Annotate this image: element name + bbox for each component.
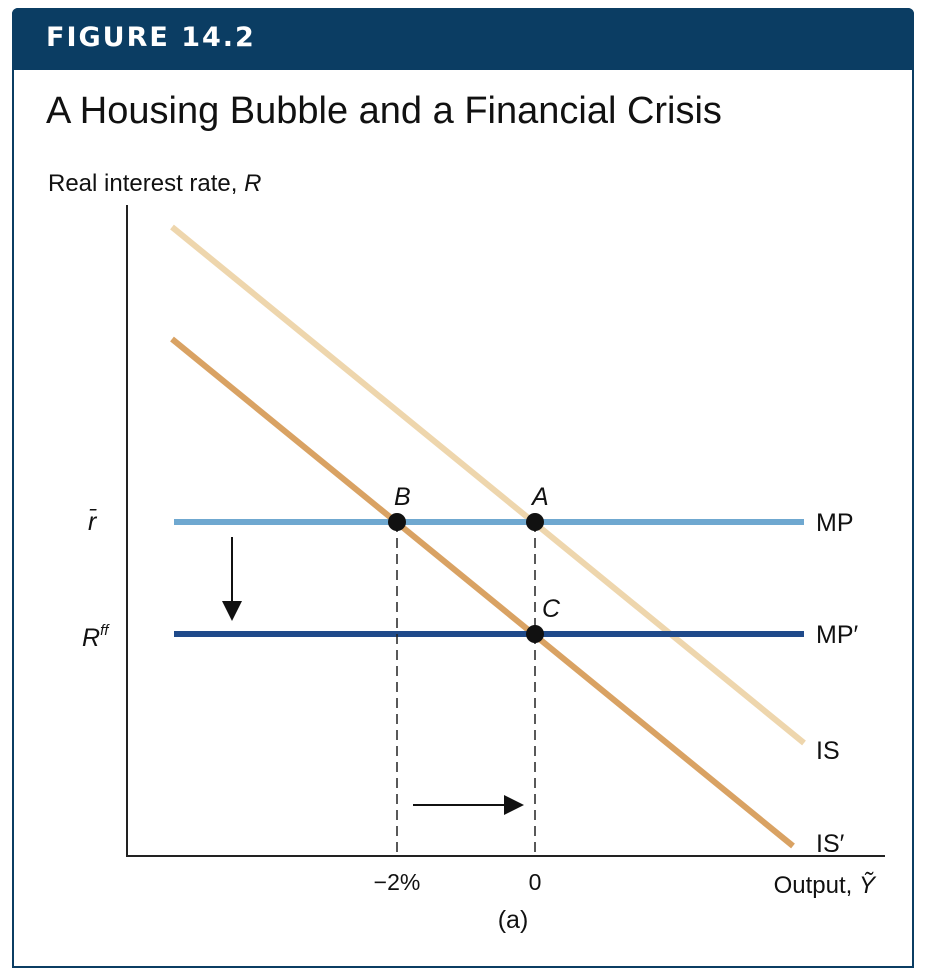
x-tick-minus2: −2%	[374, 869, 421, 895]
point-b-label: B	[394, 483, 411, 511]
x-axis-label-text: Output,	[774, 872, 853, 899]
mp-prime-label: MP′	[816, 621, 859, 649]
point-c-label: C	[542, 595, 561, 623]
is-curve	[170, 224, 806, 746]
figure-title: A Housing Bubble and a Financial Crisis	[46, 90, 722, 132]
x-axis-symbol: Ỹ	[859, 872, 877, 899]
point-a	[526, 513, 544, 531]
is-prime-curve	[170, 336, 795, 849]
y-axis-label-text: Real interest rate,	[48, 170, 238, 197]
y-axis-symbol: R	[244, 170, 262, 197]
y-tick-r-ff: Rff	[82, 622, 110, 652]
y-tick-r-ff-base: R	[82, 624, 100, 652]
panel-caption: (a)	[498, 906, 529, 934]
y-axis-label: Real interest rate, R	[48, 170, 261, 198]
point-a-label: A	[530, 483, 549, 511]
is-label: IS	[816, 737, 840, 765]
point-b	[388, 513, 406, 531]
y-tick-r-ff-sup: ff	[100, 622, 110, 639]
mp-label: MP	[816, 509, 854, 537]
x-axis-label: Output, Ỹ	[774, 872, 877, 899]
x-tick-zero: 0	[529, 869, 542, 895]
is-mp-diagram: B A C MP MP′ IS IS′ r̄ Rff −2% 0 Output,…	[82, 205, 885, 934]
figure-banner	[12, 8, 914, 70]
is-prime-label: IS′	[816, 830, 845, 858]
y-tick-r-bar: r̄	[88, 508, 98, 536]
point-c	[526, 625, 544, 643]
figure-number: FIGURE 14.2	[46, 22, 256, 53]
figure-frame	[12, 8, 914, 968]
